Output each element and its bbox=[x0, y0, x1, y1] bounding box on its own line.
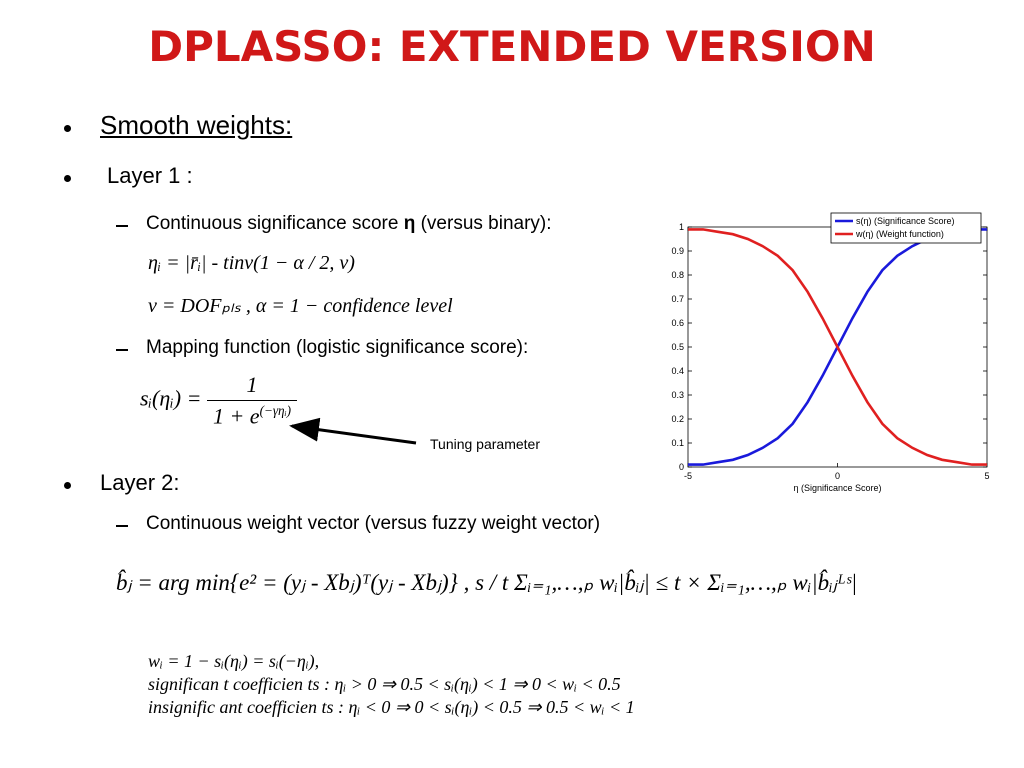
x-tick-label: 0 bbox=[835, 471, 840, 481]
denominator: 1 + e(−γηᵢ) bbox=[207, 401, 297, 429]
exponent: (−γηᵢ) bbox=[259, 403, 292, 418]
x-axis-label: η (Significance Score) bbox=[793, 483, 881, 493]
slide-title: DPLASSO: EXTENDED VERSION bbox=[148, 22, 876, 71]
bullet bbox=[64, 482, 71, 489]
equation-line: wᵢ = 1 − sᵢ(ηᵢ) = sᵢ(−ηᵢ), bbox=[148, 651, 320, 671]
numerator: 1 bbox=[206, 372, 298, 401]
annotation: Tuning parameter bbox=[430, 436, 540, 452]
y-tick-label: 0.1 bbox=[671, 438, 684, 448]
lhs: sᵢ(ηᵢ) = bbox=[140, 385, 207, 411]
equation-block: wᵢ = 1 − sᵢ(ηᵢ) = sᵢ(−ηᵢ), significan t … bbox=[148, 650, 635, 719]
y-tick-label: 0.6 bbox=[671, 318, 684, 328]
sub-bullet-text: Mapping function (logistic significance … bbox=[146, 337, 529, 358]
sub-bullet bbox=[116, 225, 128, 227]
text: Continuous significance score bbox=[146, 213, 404, 234]
bullet-text: Smooth weights: bbox=[100, 110, 293, 140]
base: 1 + e bbox=[212, 403, 260, 429]
text: (versus binary): bbox=[415, 213, 552, 234]
bullet-text: Layer 1 : bbox=[107, 163, 193, 188]
y-tick-label: 0.4 bbox=[671, 366, 684, 376]
y-tick-label: 0.7 bbox=[671, 294, 684, 304]
sub-bullet-text: Continuous weight vector (versus fuzzy w… bbox=[146, 513, 601, 534]
bullet bbox=[64, 125, 71, 132]
legend-label: w(η) (Weight function) bbox=[855, 229, 944, 239]
equation: ηᵢ = |r̄ᵢ| - tinv(1 − α / 2, v) bbox=[148, 252, 355, 274]
equation: b̂ⱼ = arg min{e² = (yⱼ - Xbⱼ)ᵀ(yⱼ - Xbⱼ)… bbox=[116, 570, 858, 595]
bullet bbox=[64, 175, 71, 182]
sub-bullet-text: Continuous significance score η (versus … bbox=[146, 213, 552, 235]
legend: s(η) (Significance Score) w(η) (Weight fu… bbox=[830, 212, 982, 244]
y-tick-label: 0.9 bbox=[671, 246, 684, 256]
sub-bullet bbox=[116, 349, 128, 351]
series-line bbox=[688, 228, 987, 466]
x-tick-label: 5 bbox=[984, 471, 989, 481]
equation: v = DOFₚₗₛ , α = 1 − confidence level bbox=[148, 295, 453, 317]
y-tick-label: 0 bbox=[679, 462, 684, 472]
y-tick-label: 0.8 bbox=[671, 270, 684, 280]
chart: 00.10.20.30.40.50.60.70.80.91-5 0 5η (Sign… bbox=[671, 212, 990, 493]
annotation-arrow bbox=[289, 417, 417, 445]
y-tick-label: 1 bbox=[679, 222, 684, 232]
legend-label: s(η) (Significance Score) bbox=[856, 216, 955, 226]
equation-line: significan t coefficien ts : ηᵢ > 0 ⇒ 0.… bbox=[148, 674, 621, 694]
equation-line: insignific ant coefficien ts : ηᵢ < 0 ⇒ … bbox=[148, 697, 635, 717]
x-tick-label: -5 bbox=[684, 471, 692, 481]
y-tick-label: 0.3 bbox=[671, 390, 684, 400]
bullet-text: Layer 2: bbox=[100, 470, 180, 495]
y-tick-label: 0.5 bbox=[671, 342, 684, 352]
y-tick-label: 0.2 bbox=[671, 414, 684, 424]
sub-bullet bbox=[116, 525, 128, 527]
legend-box bbox=[830, 212, 982, 244]
eta: η bbox=[403, 213, 416, 234]
